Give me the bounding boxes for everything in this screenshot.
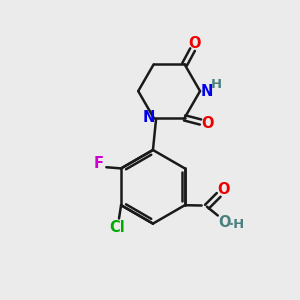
Text: O: O	[189, 36, 201, 51]
Text: N: N	[142, 110, 154, 125]
Text: H: H	[211, 78, 222, 91]
Text: Cl: Cl	[109, 220, 124, 235]
Text: O: O	[217, 182, 229, 197]
Text: F: F	[93, 157, 103, 172]
Text: ·H: ·H	[228, 218, 244, 231]
Text: O: O	[218, 215, 231, 230]
Text: O: O	[201, 116, 214, 131]
Text: N: N	[200, 84, 213, 99]
